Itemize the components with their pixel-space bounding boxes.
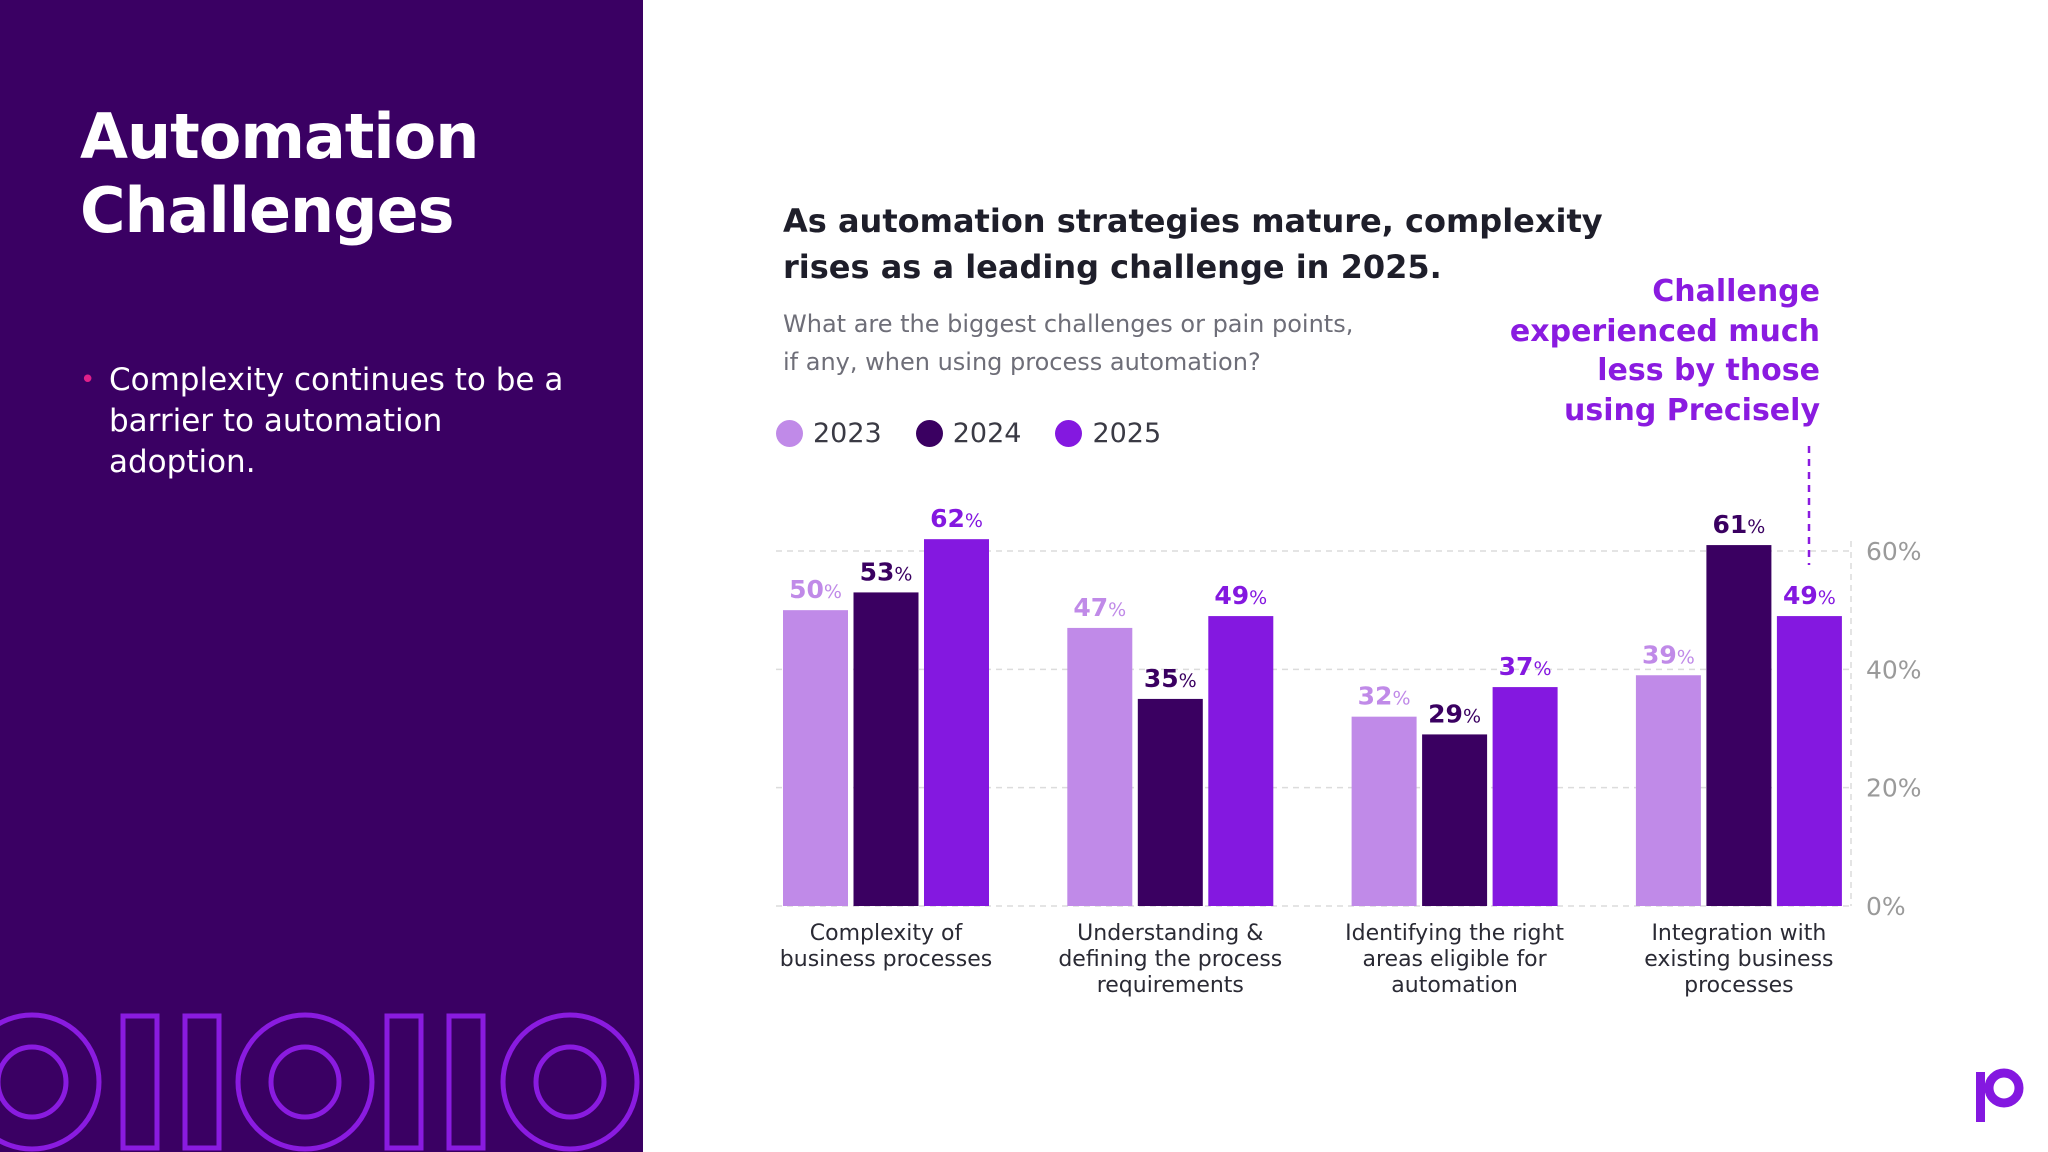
bar-2024: [1422, 734, 1488, 906]
title-line: Automation: [80, 100, 479, 173]
bar-2023: [783, 610, 848, 906]
decorative-binary-pattern: [0, 1012, 640, 1152]
data-label: 29%: [1428, 699, 1481, 728]
data-label: 49%: [1214, 581, 1267, 610]
legend-swatch: [1055, 420, 1083, 447]
legend-swatch: [776, 420, 803, 447]
deco-ring: [500, 1012, 640, 1152]
deco-bar: [446, 1013, 486, 1151]
legend-item-2025: 2025: [1055, 418, 1161, 449]
deco-ring: [0, 1044, 69, 1120]
data-label: 62%: [930, 504, 983, 533]
chart-legend: 2023 2024 2025: [776, 418, 1161, 449]
deco-bar: [182, 1013, 222, 1151]
bullet-text: Complexity continues to be a barrier to …: [109, 362, 564, 480]
annotation-line: experienced much: [1509, 313, 1820, 349]
legend-swatch: [915, 420, 943, 447]
y-tick-label: 60%: [1866, 537, 1922, 566]
title-line: As automation strategies mature, complex…: [783, 202, 1603, 240]
title-line: rises as a leading challenge in 2025.: [783, 248, 1442, 286]
y-tick-label: 20%: [1866, 774, 1922, 803]
chart-subtitle: What are the biggest challenges or pain …: [783, 305, 1353, 381]
bar-2023: [1635, 675, 1701, 906]
bullet-item: • Complexity continues to be a barrier t…: [80, 360, 580, 483]
category-label: Understanding & defining the process requi…: [1058, 921, 1283, 998]
bullet-dot-icon: •: [80, 365, 96, 395]
chart-title: As automation strategies mature, complex…: [783, 198, 1603, 290]
data-label: 61%: [1712, 510, 1765, 539]
y-tick-label: 40%: [1866, 655, 1922, 684]
bar-2025: [924, 539, 989, 906]
chart-annotation: Challenge experienced much less by those us…: [1510, 272, 1820, 430]
data-label: 47%: [1073, 593, 1126, 622]
title-line: Challenges: [80, 174, 455, 247]
deco-ring: [235, 1012, 375, 1152]
y-tick-label: 0%: [1866, 892, 1906, 921]
data-label: 32%: [1358, 682, 1411, 711]
subtitle-line: if any, when using process automation?: [783, 348, 1261, 376]
legend-label: 2025: [1092, 418, 1162, 449]
deco-ring: [0, 1012, 102, 1152]
deco-bar: [384, 1013, 424, 1151]
category-label: Identifying the right areas eligible for a…: [1345, 921, 1565, 998]
bar-2025: [1776, 616, 1842, 906]
data-label: 35%: [1144, 664, 1197, 693]
deco-bar: [120, 1013, 160, 1151]
category-label: Complexity of business processes: [779, 921, 993, 972]
annotation-line: using Precisely: [1563, 392, 1820, 428]
legend-item-2023: 2023: [776, 418, 882, 449]
legend-label: 2023: [813, 418, 882, 449]
data-label: 37%: [1499, 652, 1552, 681]
annotation-line: less by those: [1597, 353, 1820, 388]
deco-ring: [533, 1044, 607, 1120]
data-label: 53%: [860, 557, 913, 586]
bar-2023: [1351, 716, 1417, 906]
bar-2024: [1137, 698, 1203, 906]
bar-2025: [1208, 616, 1274, 906]
bar-2023: [1067, 627, 1133, 906]
bar-2025: [1492, 687, 1558, 906]
bar-2024: [1706, 545, 1772, 906]
data-label: 39%: [1642, 640, 1695, 669]
page-title: Automation Challenges: [80, 100, 479, 248]
annotation-line: Challenge: [1652, 274, 1820, 309]
category-label: Integration with existing business process…: [1644, 921, 1834, 998]
left-panel: Automation Challenges • Complexity conti…: [0, 0, 643, 1152]
data-label: 49%: [1783, 581, 1836, 610]
subtitle-line: What are the biggest challenges or pain …: [783, 310, 1354, 338]
legend-item-2024: 2024: [915, 418, 1022, 449]
data-label: 50%: [789, 575, 842, 604]
legend-label: 2024: [952, 418, 1022, 449]
bar-2024: [853, 592, 919, 906]
precisely-logo-icon: [1976, 1068, 2024, 1122]
deco-ring: [268, 1044, 342, 1120]
